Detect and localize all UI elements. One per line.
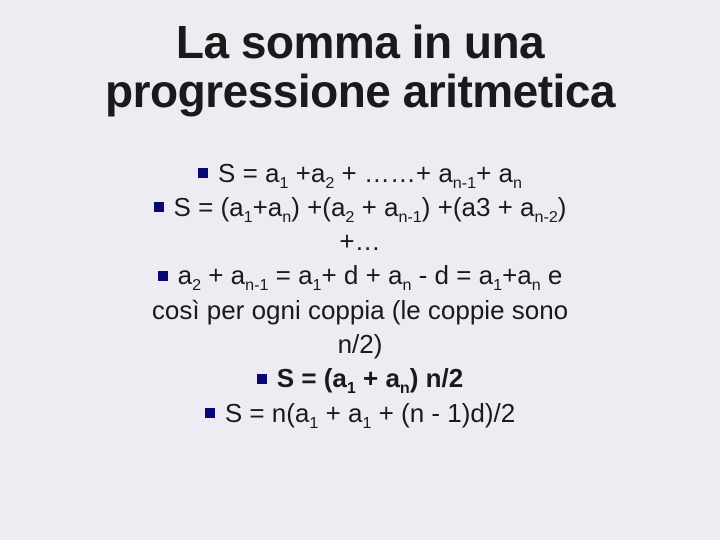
slide: La somma in una progressione aritmetica …	[0, 0, 720, 540]
bullet-line-2-cont: +…	[44, 224, 676, 258]
bullet-line-4: S = (a1 + an) n/2	[44, 361, 676, 395]
bullet-line-3-cont2: n/2)	[44, 327, 676, 361]
bullet-icon	[154, 202, 164, 212]
slide-title: La somma in una progressione aritmetica	[36, 18, 684, 116]
bullet-icon	[205, 408, 215, 418]
title-line-1: La somma in una	[176, 16, 544, 68]
formula-text: a2 + an-1 = a1+ d + an - d = a1+an e	[178, 260, 563, 290]
formula-text: S = a1 +a2 + ……+ an-1+ an	[218, 158, 522, 188]
formula-text: n/2)	[338, 329, 383, 359]
formula-text: S = (a1+an) +(a2 + an-1) +(a3 + an-2)	[174, 192, 567, 222]
bullet-line-3: a2 + an-1 = a1+ d + an - d = a1+an e	[44, 258, 676, 292]
formula-text-bold: S = (a1 + an) n/2	[277, 363, 463, 393]
bullet-line-1: S = a1 +a2 + ……+ an-1+ an	[44, 156, 676, 190]
formula-text: +…	[339, 226, 380, 256]
title-line-2: progressione aritmetica	[105, 65, 615, 117]
bullet-line-5: S = n(a1 + a1 + (n - 1)d)/2	[44, 396, 676, 430]
bullet-icon	[158, 271, 168, 281]
bullet-icon	[257, 374, 267, 384]
bullet-icon	[198, 168, 208, 178]
bullet-line-2: S = (a1+an) +(a2 + an-1) +(a3 + an-2)	[44, 190, 676, 224]
bullet-line-3-cont1: così per ogni coppia (le coppie sono	[44, 293, 676, 327]
formula-text: così per ogni coppia (le coppie sono	[152, 295, 568, 325]
slide-body: S = a1 +a2 + ……+ an-1+ an S = (a1+an) +(…	[36, 156, 684, 431]
formula-text: S = n(a1 + a1 + (n - 1)d)/2	[225, 398, 515, 428]
